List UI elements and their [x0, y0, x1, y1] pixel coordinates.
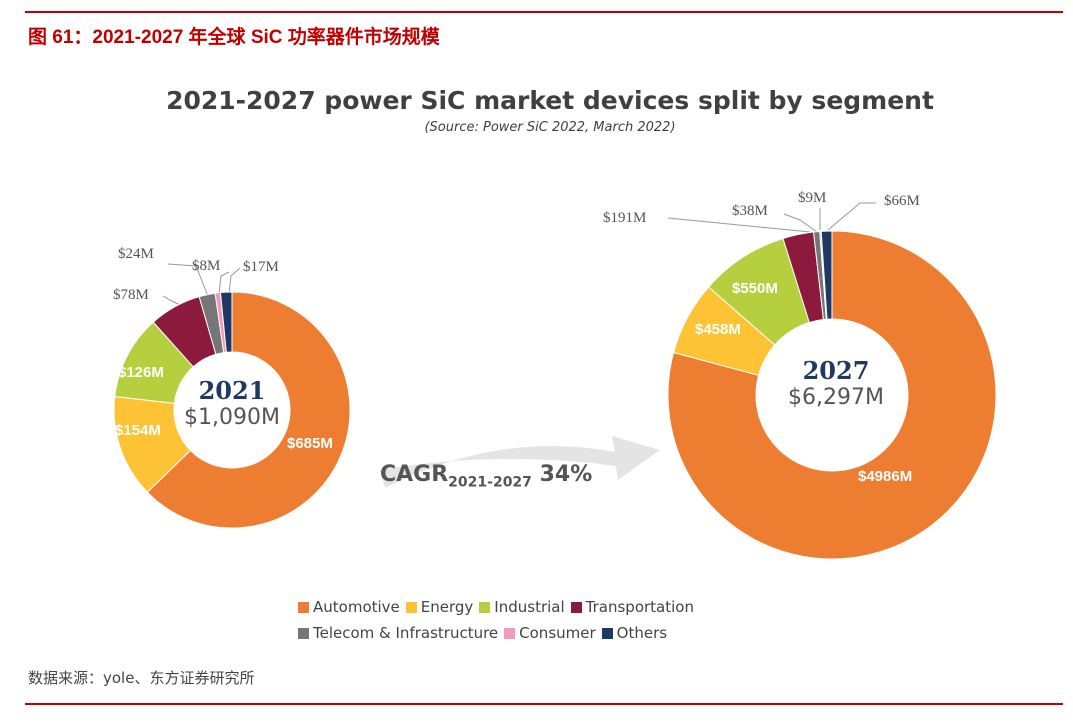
total-2027: $6,297M [788, 385, 884, 410]
legend-swatch [298, 601, 309, 613]
bottom-rule [25, 703, 1063, 705]
legend-label: Energy [420, 598, 474, 616]
label-2027-consumer: $9M [798, 190, 827, 206]
legend-label: Transportation [585, 598, 694, 616]
legend-item: Telecom & Infrastructure [298, 620, 498, 646]
label-2027-transportation: $191M [603, 210, 647, 226]
figure-title: 图 61：2021-2027 年全球 SiC 功率器件市场规模 [28, 27, 440, 48]
slice-2027-automotive [667, 230, 997, 560]
legend-swatch [405, 601, 417, 613]
cagr-prefix: CAGR [380, 462, 449, 487]
chart-title: 2021-2027 power SiC market devices split… [166, 86, 934, 115]
legend-item: Transportation [570, 594, 694, 620]
center-2021: 2021 $1,090M [162, 376, 302, 430]
legend-item: Industrial [479, 594, 565, 620]
legend-swatch [504, 627, 516, 639]
chart-subtitle: (Source: Power SiC 2022, March 2022) [424, 120, 676, 135]
legend-swatch [570, 601, 582, 613]
label-2027-energy: $458M [695, 321, 741, 338]
label-2027-telecom: $38M [732, 203, 768, 219]
legend-label: Industrial [494, 598, 565, 616]
label-2021-consumer: $8M [192, 258, 221, 274]
leader-lines [162, 202, 876, 306]
label-2027-others: $66M [884, 193, 920, 209]
cagr-period: 2021-2027 [448, 474, 532, 491]
legend-label: Telecom & Infrastructure [313, 624, 499, 642]
legend-item: Others [601, 620, 668, 646]
legend-item: Consumer [504, 620, 596, 646]
cagr-label: CAGR2021-2027 34% [380, 462, 592, 490]
legend-item: Automotive [298, 594, 400, 620]
slice-2027-others [820, 230, 833, 320]
legend-item: Energy [405, 594, 474, 620]
slice-2021-automotive [146, 291, 351, 529]
legend-label: Consumer [519, 624, 596, 642]
label-2021-telecom: $24M [118, 246, 154, 262]
label-2021-automotive: $685M [287, 435, 333, 452]
label-2021-transportation: $78M [113, 287, 149, 303]
top-rule [25, 11, 1063, 13]
legend-swatch [479, 601, 491, 613]
legend-swatch [601, 627, 613, 639]
label-2021-industrial: $126M [118, 364, 164, 381]
source-note: 数据来源：yole、东方证券研究所 [28, 669, 255, 687]
legend-label: Others [616, 624, 668, 642]
label-2027-industrial: $550M [732, 280, 778, 297]
legend-swatch [298, 627, 309, 639]
label-2021-energy: $154M [115, 422, 161, 439]
label-2021-others: $17M [243, 259, 279, 275]
legend-label: Automotive [313, 598, 400, 616]
year-2027: 2027 [802, 356, 870, 385]
total-2021: $1,090M [184, 405, 280, 430]
slice-2021-others [219, 291, 233, 353]
year-2021: 2021 [198, 376, 266, 405]
label-2027-automotive: $4986M [858, 468, 913, 485]
cagr-value: 34% [539, 462, 593, 487]
center-2027: 2027 $6,297M [766, 356, 906, 410]
legend: Automotive Energy Industrial Transportation… [298, 594, 768, 646]
cagr-arrow [380, 436, 660, 488]
